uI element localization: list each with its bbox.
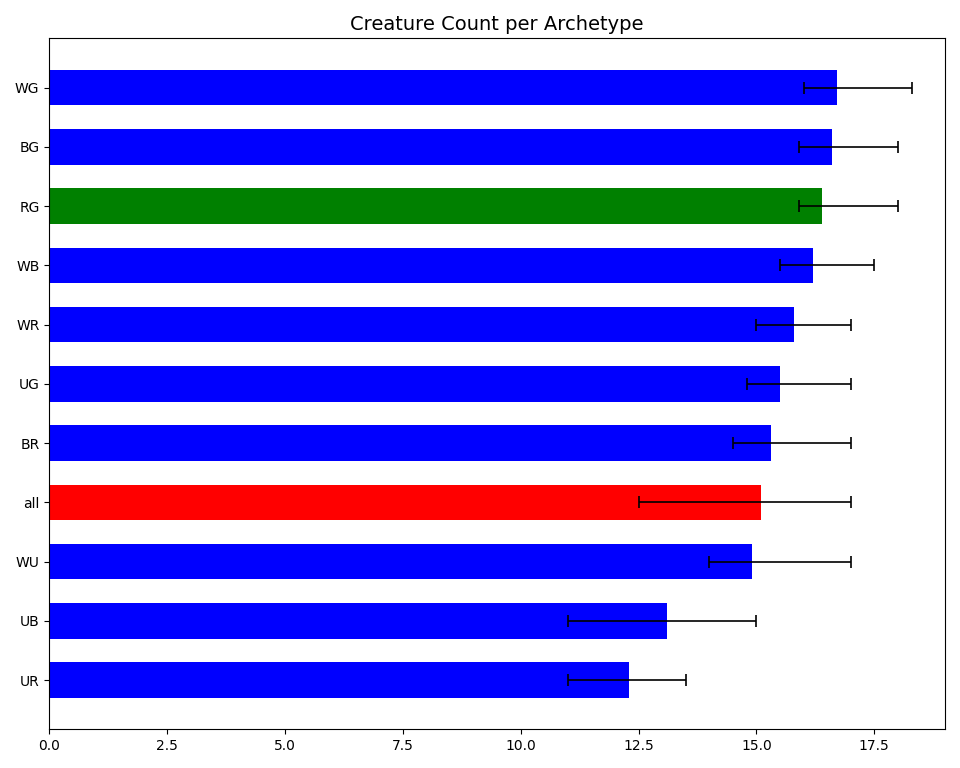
Bar: [49, 603, 667, 639]
Bar: [49, 662, 629, 698]
Bar: [49, 306, 794, 343]
Bar: [49, 544, 752, 579]
Bar: [49, 485, 761, 520]
Title: Creature Count per Archetype: Creature Count per Archetype: [350, 15, 644, 34]
Bar: [49, 366, 780, 402]
Bar: [49, 129, 832, 164]
Bar: [49, 425, 771, 461]
Bar: [49, 188, 823, 223]
Bar: [49, 70, 836, 105]
Bar: [49, 247, 813, 283]
